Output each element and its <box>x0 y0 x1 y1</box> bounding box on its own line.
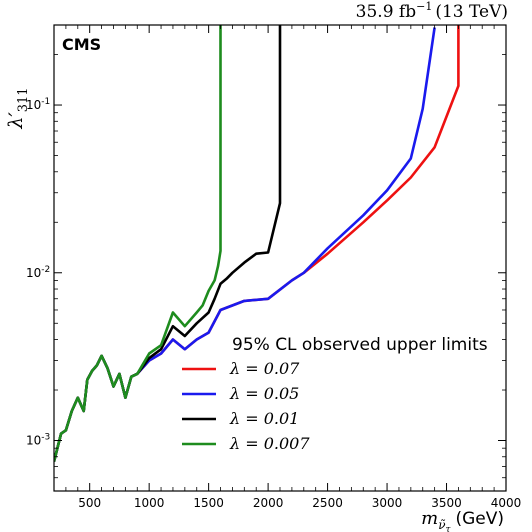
x-tick-label: 500 <box>78 496 101 510</box>
x-axis-label-sub: ν̃ <box>438 518 445 532</box>
x-tick-label: 3000 <box>372 496 403 510</box>
lumi-exponent: −1 <box>416 0 432 13</box>
legend-label-1: λ = 0.05 <box>229 384 299 403</box>
luminosity-energy-label: 35.9 fb−1 (13 TeV) <box>356 0 508 22</box>
x-tick-label: 4000 <box>491 496 522 510</box>
series-line-3 <box>54 25 222 462</box>
x-tick-label: 3500 <box>431 496 462 510</box>
x-tick-label: 1500 <box>193 496 224 510</box>
ticks-layer: 500 1000 1500 2000 2500 3000 3500 4000 10-3 10-2 1… <box>26 25 521 510</box>
legend-label-0: λ = 0.07 <box>229 359 300 378</box>
legend-label-2: λ = 0.01 <box>229 409 299 428</box>
x-tick-label: 2000 <box>253 496 284 510</box>
experiment-label: CMS <box>62 35 101 54</box>
x-axis-label-subsub: τ <box>445 525 451 532</box>
svg-text:λ′311: λ′311 <box>5 87 31 129</box>
y-tick-label: 10-1 <box>26 97 50 112</box>
legend-title: 95% CL observed upper limits <box>232 335 488 355</box>
plot-frame <box>53 24 507 492</box>
plot-layer <box>54 25 460 462</box>
legend: 95% CL observed upper limits λ = 0.07 λ =… <box>182 335 488 453</box>
y-axis-label: λ′311 <box>5 87 31 129</box>
x-tick-label: 1000 <box>134 496 165 510</box>
y-axis-label-sub: 311 <box>16 87 31 112</box>
x-axis-label: mν̃τ (GeV) <box>421 508 504 532</box>
lumi-value: 35.9 fb <box>356 2 417 22</box>
x-axis-label-main: m <box>421 508 438 529</box>
y-axis-label-main: λ′ <box>5 112 27 130</box>
x-axis-label-unit: (GeV) <box>455 509 504 529</box>
legend-label-3: λ = 0.007 <box>229 434 310 453</box>
y-tick-label: 10-3 <box>26 433 50 448</box>
energy-value: (13 TeV) <box>435 2 508 22</box>
y-tick-label: 10-2 <box>26 265 50 280</box>
x-tick-label: 2500 <box>312 496 343 510</box>
